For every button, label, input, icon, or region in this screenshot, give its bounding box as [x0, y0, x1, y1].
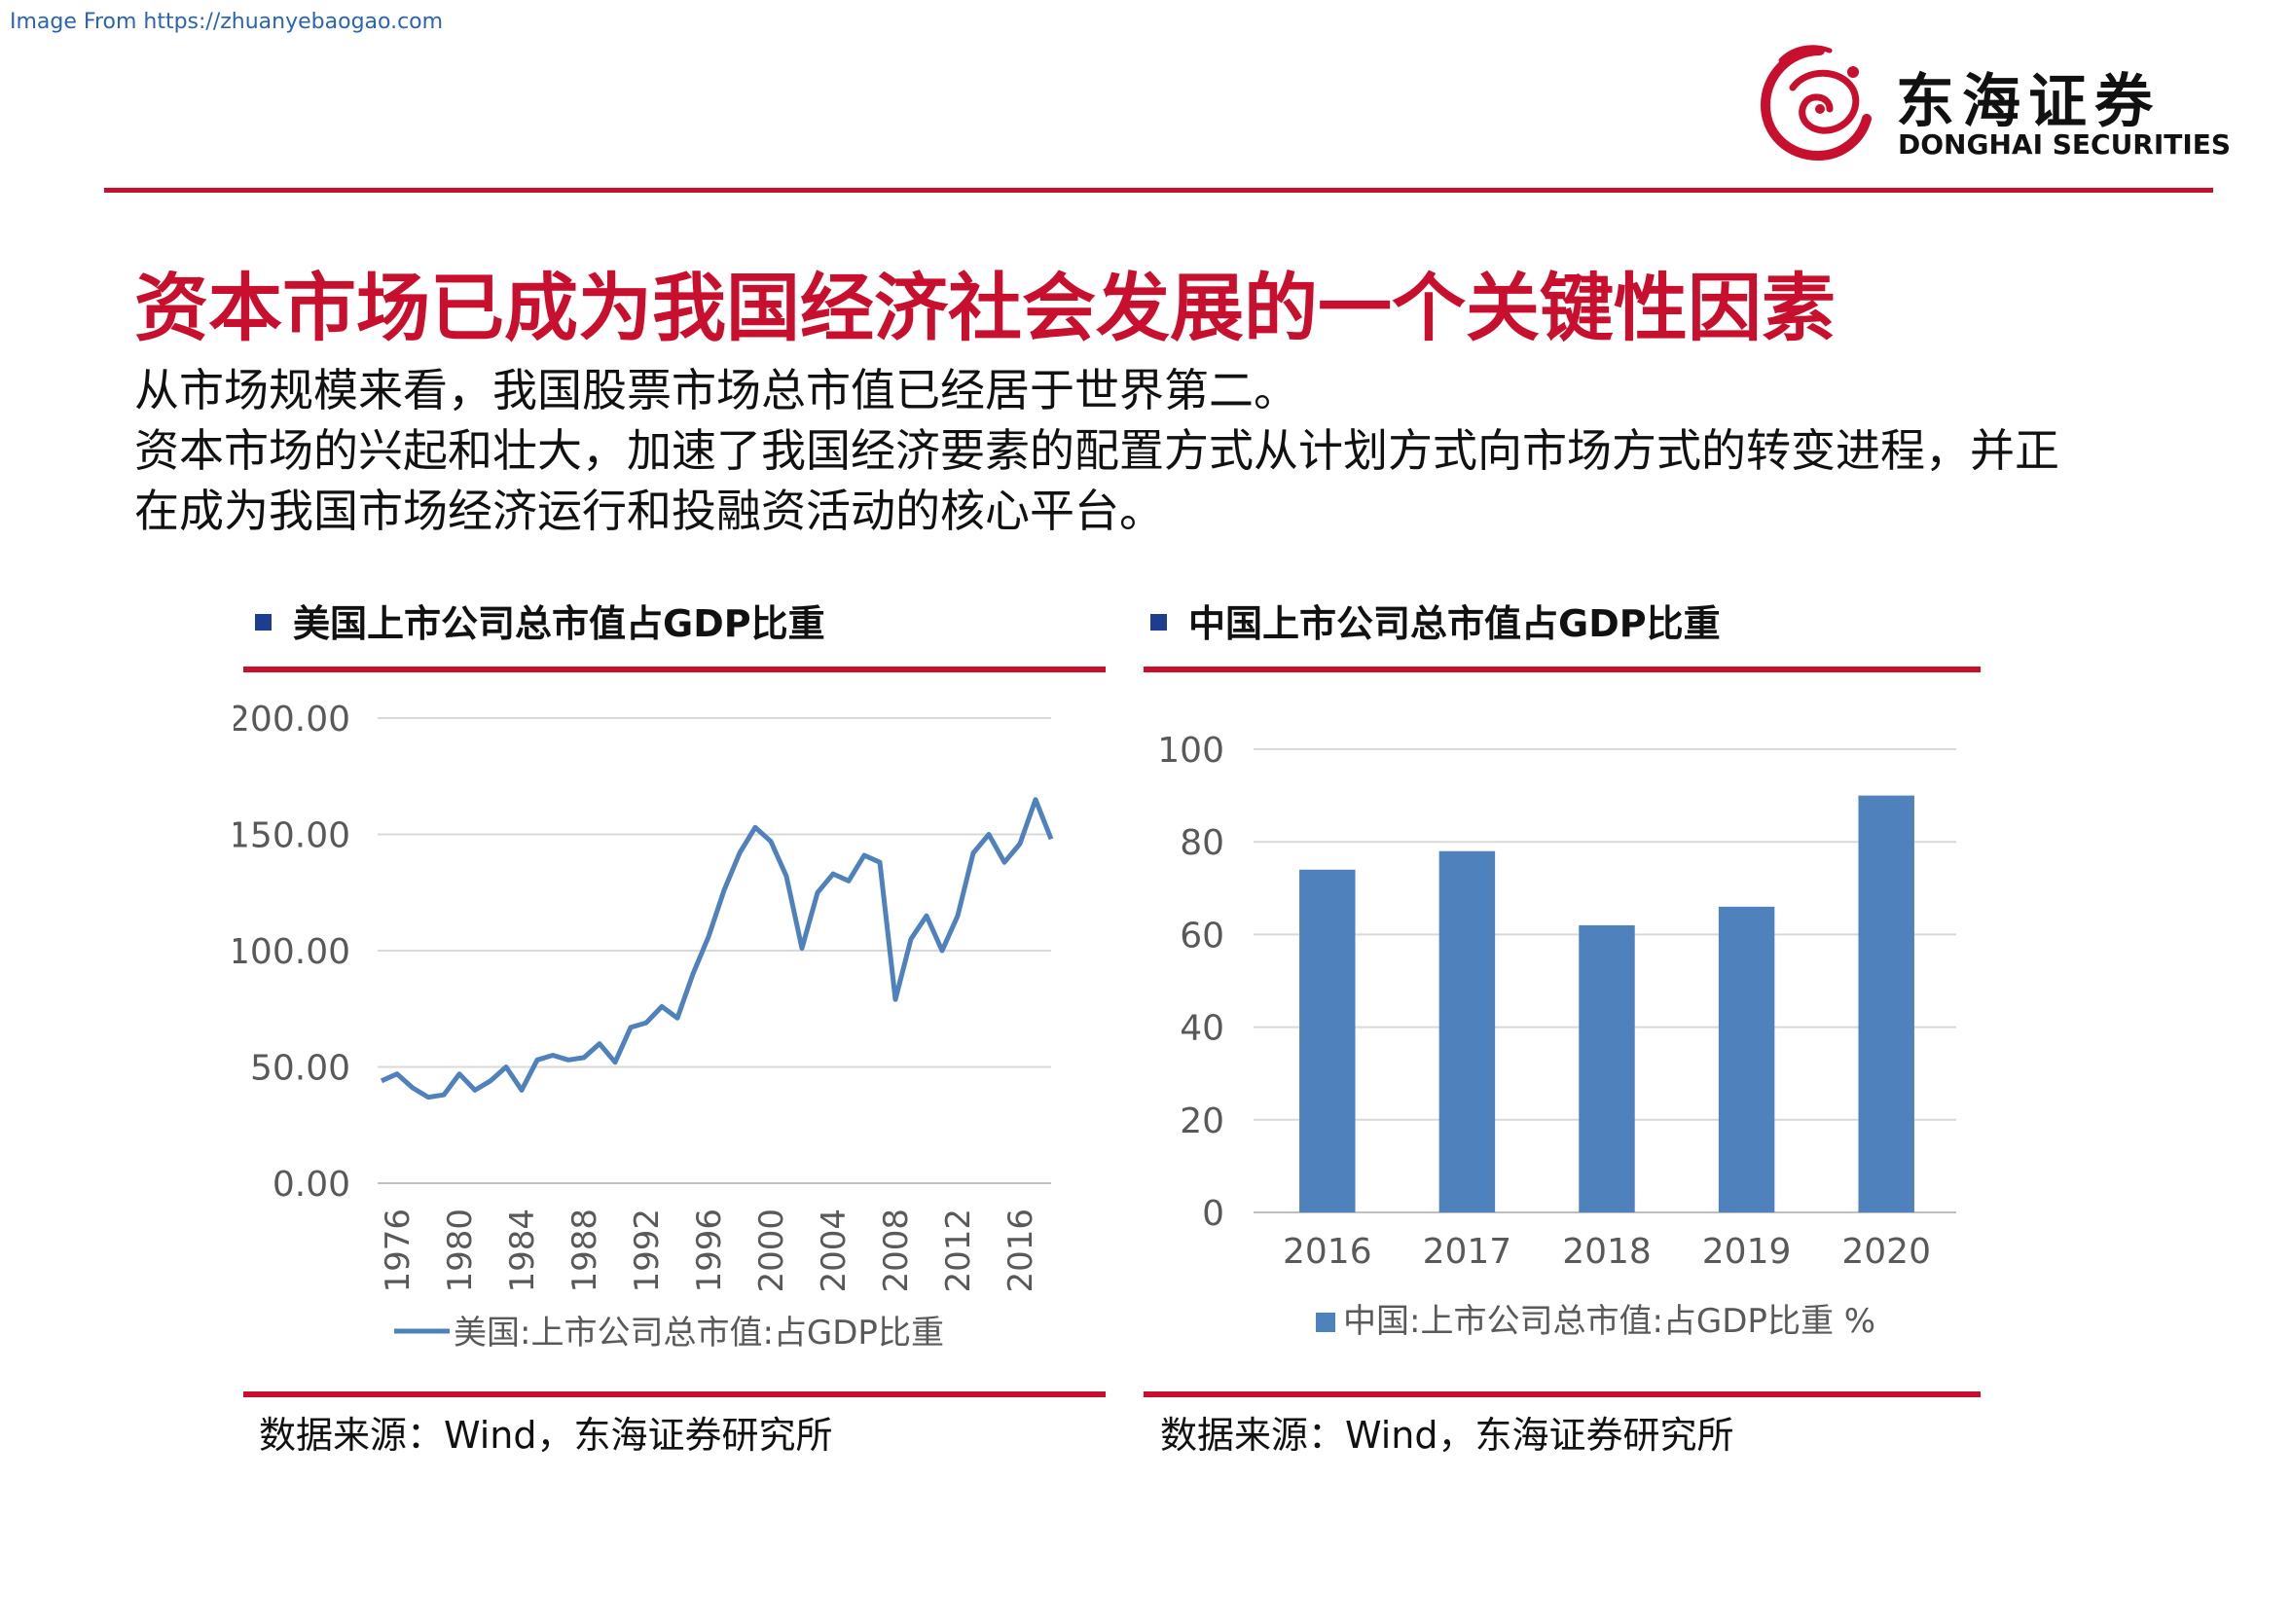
y-tick-label: 60	[1180, 916, 1224, 956]
y-tick-label: 50.00	[250, 1049, 350, 1089]
header-rule	[104, 188, 2213, 193]
source-watermark[interactable]: Image From https://zhuanyebaogao.com	[10, 10, 444, 34]
bullet-square-icon	[255, 614, 272, 631]
y-tick-label: 0.00	[273, 1165, 350, 1205]
intro-line-1: 从市场规模来看，我国股票市场总市值已经居于世界第二。	[134, 364, 1298, 416]
x-tick-label: 2008	[877, 1209, 916, 1293]
dragon-emblem-icon	[1760, 45, 1872, 162]
bar-2016	[1299, 869, 1356, 1212]
x-tick-label: 2018	[1562, 1232, 1652, 1272]
x-tick-label: 1976	[379, 1209, 418, 1293]
x-tick-label: 2020	[1841, 1232, 1931, 1272]
y-tick-label: 100	[1157, 731, 1224, 771]
bar-2018	[1579, 924, 1635, 1212]
us-panel-source: 数据来源：Wind，东海证券研究所	[259, 1414, 833, 1457]
y-tick-label: 80	[1180, 823, 1224, 863]
x-tick-label: 2004	[815, 1209, 854, 1293]
bar-2017	[1438, 850, 1496, 1212]
x-tick-label: 1996	[690, 1209, 729, 1293]
y-tick-label: 40	[1180, 1009, 1224, 1049]
us-line-chart: 0.00 50.00 100.00 150.00 200.00 1976 1980 1984 1…	[234, 700, 1054, 1353]
y-tick-label: 200.00	[234, 700, 350, 740]
cn-panel-top-rule	[1144, 667, 1981, 672]
legend-swatch-icon	[1316, 1313, 1335, 1332]
y-tick-label: 0	[1202, 1194, 1224, 1234]
cn-panel-source: 数据来源：Wind，东海证券研究所	[1160, 1414, 1734, 1457]
us-panel-title: 美国上市公司总市值占GDP比重	[255, 594, 825, 647]
cn-bar-chart: 0 20 40 60 80 100 2016 2017 2018 2019 2020 中国:上市公司总…	[1157, 731, 1956, 1341]
page-title: 资本市场已成为我国经济社会发展的一个关键性因素	[134, 265, 1836, 351]
x-tick-label: 2012	[939, 1209, 978, 1293]
bar-2020	[1858, 795, 1914, 1212]
y-tick-label: 150.00	[234, 816, 350, 856]
x-tick-label: 1980	[441, 1209, 480, 1293]
x-tick-label: 1984	[503, 1209, 542, 1293]
cn-panel-title-text: 中国上市公司总市值占GDP比重	[1188, 602, 1721, 645]
intro-line-2: 资本市场的兴起和壮大，加速了我国经济要素的配置方式从计划方式向市场方式的转变进程…	[134, 424, 2059, 537]
cn-panel-bottom-rule	[1144, 1391, 1981, 1397]
legend-label: 美国:上市公司总市值:占GDP比重	[454, 1314, 944, 1353]
x-tick-label: 1988	[565, 1209, 604, 1293]
y-tick-label: 20	[1180, 1101, 1224, 1141]
logo-name-en: DONGHAI SECURITIES	[1898, 128, 2232, 161]
donghai-logo: 东海证券 DONGHAI SECURITIES	[1752, 39, 2231, 165]
x-tick-label: 2016	[1283, 1232, 1372, 1272]
bar-2019	[1718, 906, 1775, 1212]
intro-text: 从市场规模来看，我国股票市场总市值已经居于世界第二。 资本市场的兴起和壮大，加速…	[134, 360, 2081, 541]
us-series-line	[380, 797, 1054, 1101]
x-tick-label: 2016	[1001, 1209, 1040, 1293]
us-panel-title-text: 美国上市公司总市值占GDP比重	[293, 602, 825, 645]
x-tick-label: 2019	[1702, 1232, 1792, 1272]
us-panel-top-rule	[243, 667, 1106, 672]
legend-label: 中国:上市公司总市值:占GDP比重 %	[1343, 1302, 1875, 1341]
x-tick-label: 1992	[628, 1209, 667, 1293]
bullet-square-icon	[1150, 614, 1167, 631]
x-tick-label: 2017	[1423, 1232, 1512, 1272]
us-panel-bottom-rule	[243, 1391, 1106, 1397]
y-tick-label: 100.00	[234, 932, 350, 972]
x-tick-label: 2000	[752, 1209, 791, 1293]
logo-name-cn: 东海证券	[1896, 68, 2161, 136]
cn-panel-title: 中国上市公司总市值占GDP比重	[1150, 594, 1721, 647]
